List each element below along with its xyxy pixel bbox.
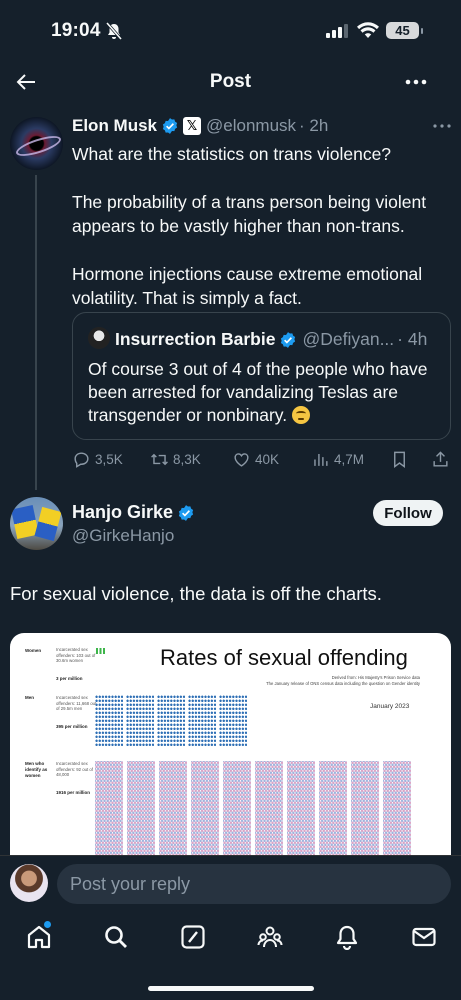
icon-block <box>191 761 219 858</box>
quoted-author: Insurrection Barbie @Defiyan... · 4h <box>115 329 427 350</box>
row-desc-trans: Incarcerated sex offenders: 92 out of 48… <box>56 761 93 777</box>
tweet-text: What are the statistics on trans violenc… <box>72 144 427 308</box>
home-indicator <box>148 986 314 991</box>
home-icon[interactable] <box>26 924 52 950</box>
silent-bell-icon <box>106 22 122 40</box>
icon-block <box>319 761 347 858</box>
women-icon-array <box>96 648 106 654</box>
icon-block <box>157 695 185 747</box>
eye-roll-emoji-icon <box>291 406 310 424</box>
cellular-signal-icon <box>326 24 348 38</box>
view-count: 4,7M <box>334 452 365 467</box>
quoted-avatar <box>88 327 110 349</box>
icon-block <box>383 761 411 858</box>
reply-author-handle: @GirkeHanjo <box>72 526 175 545</box>
row-desc-men: Incarcerated sex offenders: 11,668 out o… <box>56 695 97 711</box>
author-handle: @elonmusk <box>206 116 297 135</box>
infographic-source: Derived from: His Majesty's Prison Servi… <box>260 675 420 687</box>
more-options-icon[interactable] <box>404 70 428 94</box>
icon-block <box>95 695 123 747</box>
avatar[interactable] <box>10 497 63 550</box>
infographic-image[interactable]: Rates of sexual offending Women Incarcer… <box>10 633 451 858</box>
verified-badge-icon <box>162 118 178 134</box>
views-button[interactable]: 4,7M <box>311 450 364 469</box>
quoted-text: Of course 3 out of 4 of the people who h… <box>88 358 443 427</box>
row-stat-men: 395 per million <box>56 724 88 729</box>
quoted-author-name: Insurrection Barbie <box>115 329 276 349</box>
grok-icon[interactable] <box>180 924 206 950</box>
follow-button[interactable]: Follow <box>373 500 443 526</box>
author-name[interactable]: Elon Musk <box>72 116 158 135</box>
notifications-bell-icon[interactable] <box>334 924 360 950</box>
verified-badge-icon <box>178 504 194 521</box>
page-title: Post <box>209 71 252 92</box>
share-icon <box>433 451 448 467</box>
icon-block <box>223 761 251 858</box>
row-label-women: Women <box>25 648 42 653</box>
icon-block <box>127 761 155 858</box>
back-arrow-icon[interactable] <box>14 70 38 94</box>
repost-button[interactable]: 8,3K <box>150 450 201 469</box>
communities-icon[interactable] <box>257 924 283 950</box>
share-button[interactable] <box>431 450 454 469</box>
reply-author-name[interactable]: Hanjo Girke <box>72 502 174 522</box>
tweet-author[interactable]: Elon Musk 𝕏 @elonmusk · 2h <box>72 116 328 136</box>
icon-block <box>255 761 283 858</box>
row-desc-women: Incarcerated sex offenders: 103 out of 3… <box>56 647 96 663</box>
top-bar: Post <box>0 60 461 104</box>
views-chart-icon <box>314 453 328 466</box>
bookmark-button[interactable] <box>390 450 413 469</box>
row-stat-women: 3 per million <box>56 676 83 681</box>
icon-block <box>126 695 154 747</box>
notification-dot <box>44 921 51 928</box>
battery-indicator: 45 <box>386 22 423 39</box>
reply-text: For sexual violence, the data is off the… <box>10 583 382 604</box>
search-icon[interactable] <box>103 924 129 950</box>
icon-block <box>95 761 123 858</box>
infographic-title: Rates of sexual offending <box>160 645 408 670</box>
quoted-author-handle: @Defiyan... <box>302 329 395 349</box>
row-label-men: Men <box>25 695 34 700</box>
icon-block <box>219 695 247 747</box>
tweet-time: · 2h <box>299 116 329 135</box>
reply-icon <box>74 452 89 468</box>
quoted-text-body: Of course 3 out of 4 of the people who h… <box>88 359 428 425</box>
quoted-tweet[interactable]: Insurrection Barbie @Defiyan... · 4h Of … <box>72 312 451 440</box>
icon-block <box>351 761 379 858</box>
tweet-actions: 3,5K 8,3K 40K 4,7M <box>72 450 452 472</box>
quoted-time: · 4h <box>397 329 428 349</box>
tweet-more-icon[interactable] <box>432 118 452 134</box>
wifi-icon <box>357 22 379 38</box>
like-count: 40K <box>255 452 280 467</box>
infographic-date: January 2023 <box>370 703 410 710</box>
icon-block <box>287 761 315 858</box>
reply-button[interactable]: 3,5K <box>72 450 123 469</box>
icon-block <box>188 695 216 747</box>
row-label-trans: Men who identify as women <box>25 761 48 778</box>
source-line-2: The January release of ONS census data i… <box>266 681 420 686</box>
source-line-1: Derived from: His Majesty's Prison Servi… <box>331 675 420 680</box>
status-bar: 19:04 45 <box>0 0 461 60</box>
reply-author[interactable]: Hanjo Girke <box>72 502 195 523</box>
x-affiliation-icon: 𝕏 <box>183 117 202 135</box>
thread-connector-line <box>35 175 37 490</box>
reply-composer: Post your reply <box>0 855 461 911</box>
avatar[interactable] <box>10 117 63 170</box>
like-button[interactable]: 40K <box>232 450 279 469</box>
row-stat-trans: 1916 per million <box>56 790 91 795</box>
bottom-navigation <box>0 911 461 1000</box>
heart-icon <box>234 453 249 467</box>
reply-input[interactable]: Post your reply <box>57 864 451 904</box>
icon-block <box>159 761 187 858</box>
repost-count: 8,3K <box>173 452 201 467</box>
my-avatar[interactable] <box>10 864 48 902</box>
bookmark-icon <box>394 451 405 469</box>
repost-icon <box>151 453 168 466</box>
verified-badge-icon <box>281 331 296 348</box>
reply-count: 3,5K <box>95 452 123 467</box>
clock: 19:04 <box>51 20 101 41</box>
messages-icon[interactable] <box>411 924 437 950</box>
